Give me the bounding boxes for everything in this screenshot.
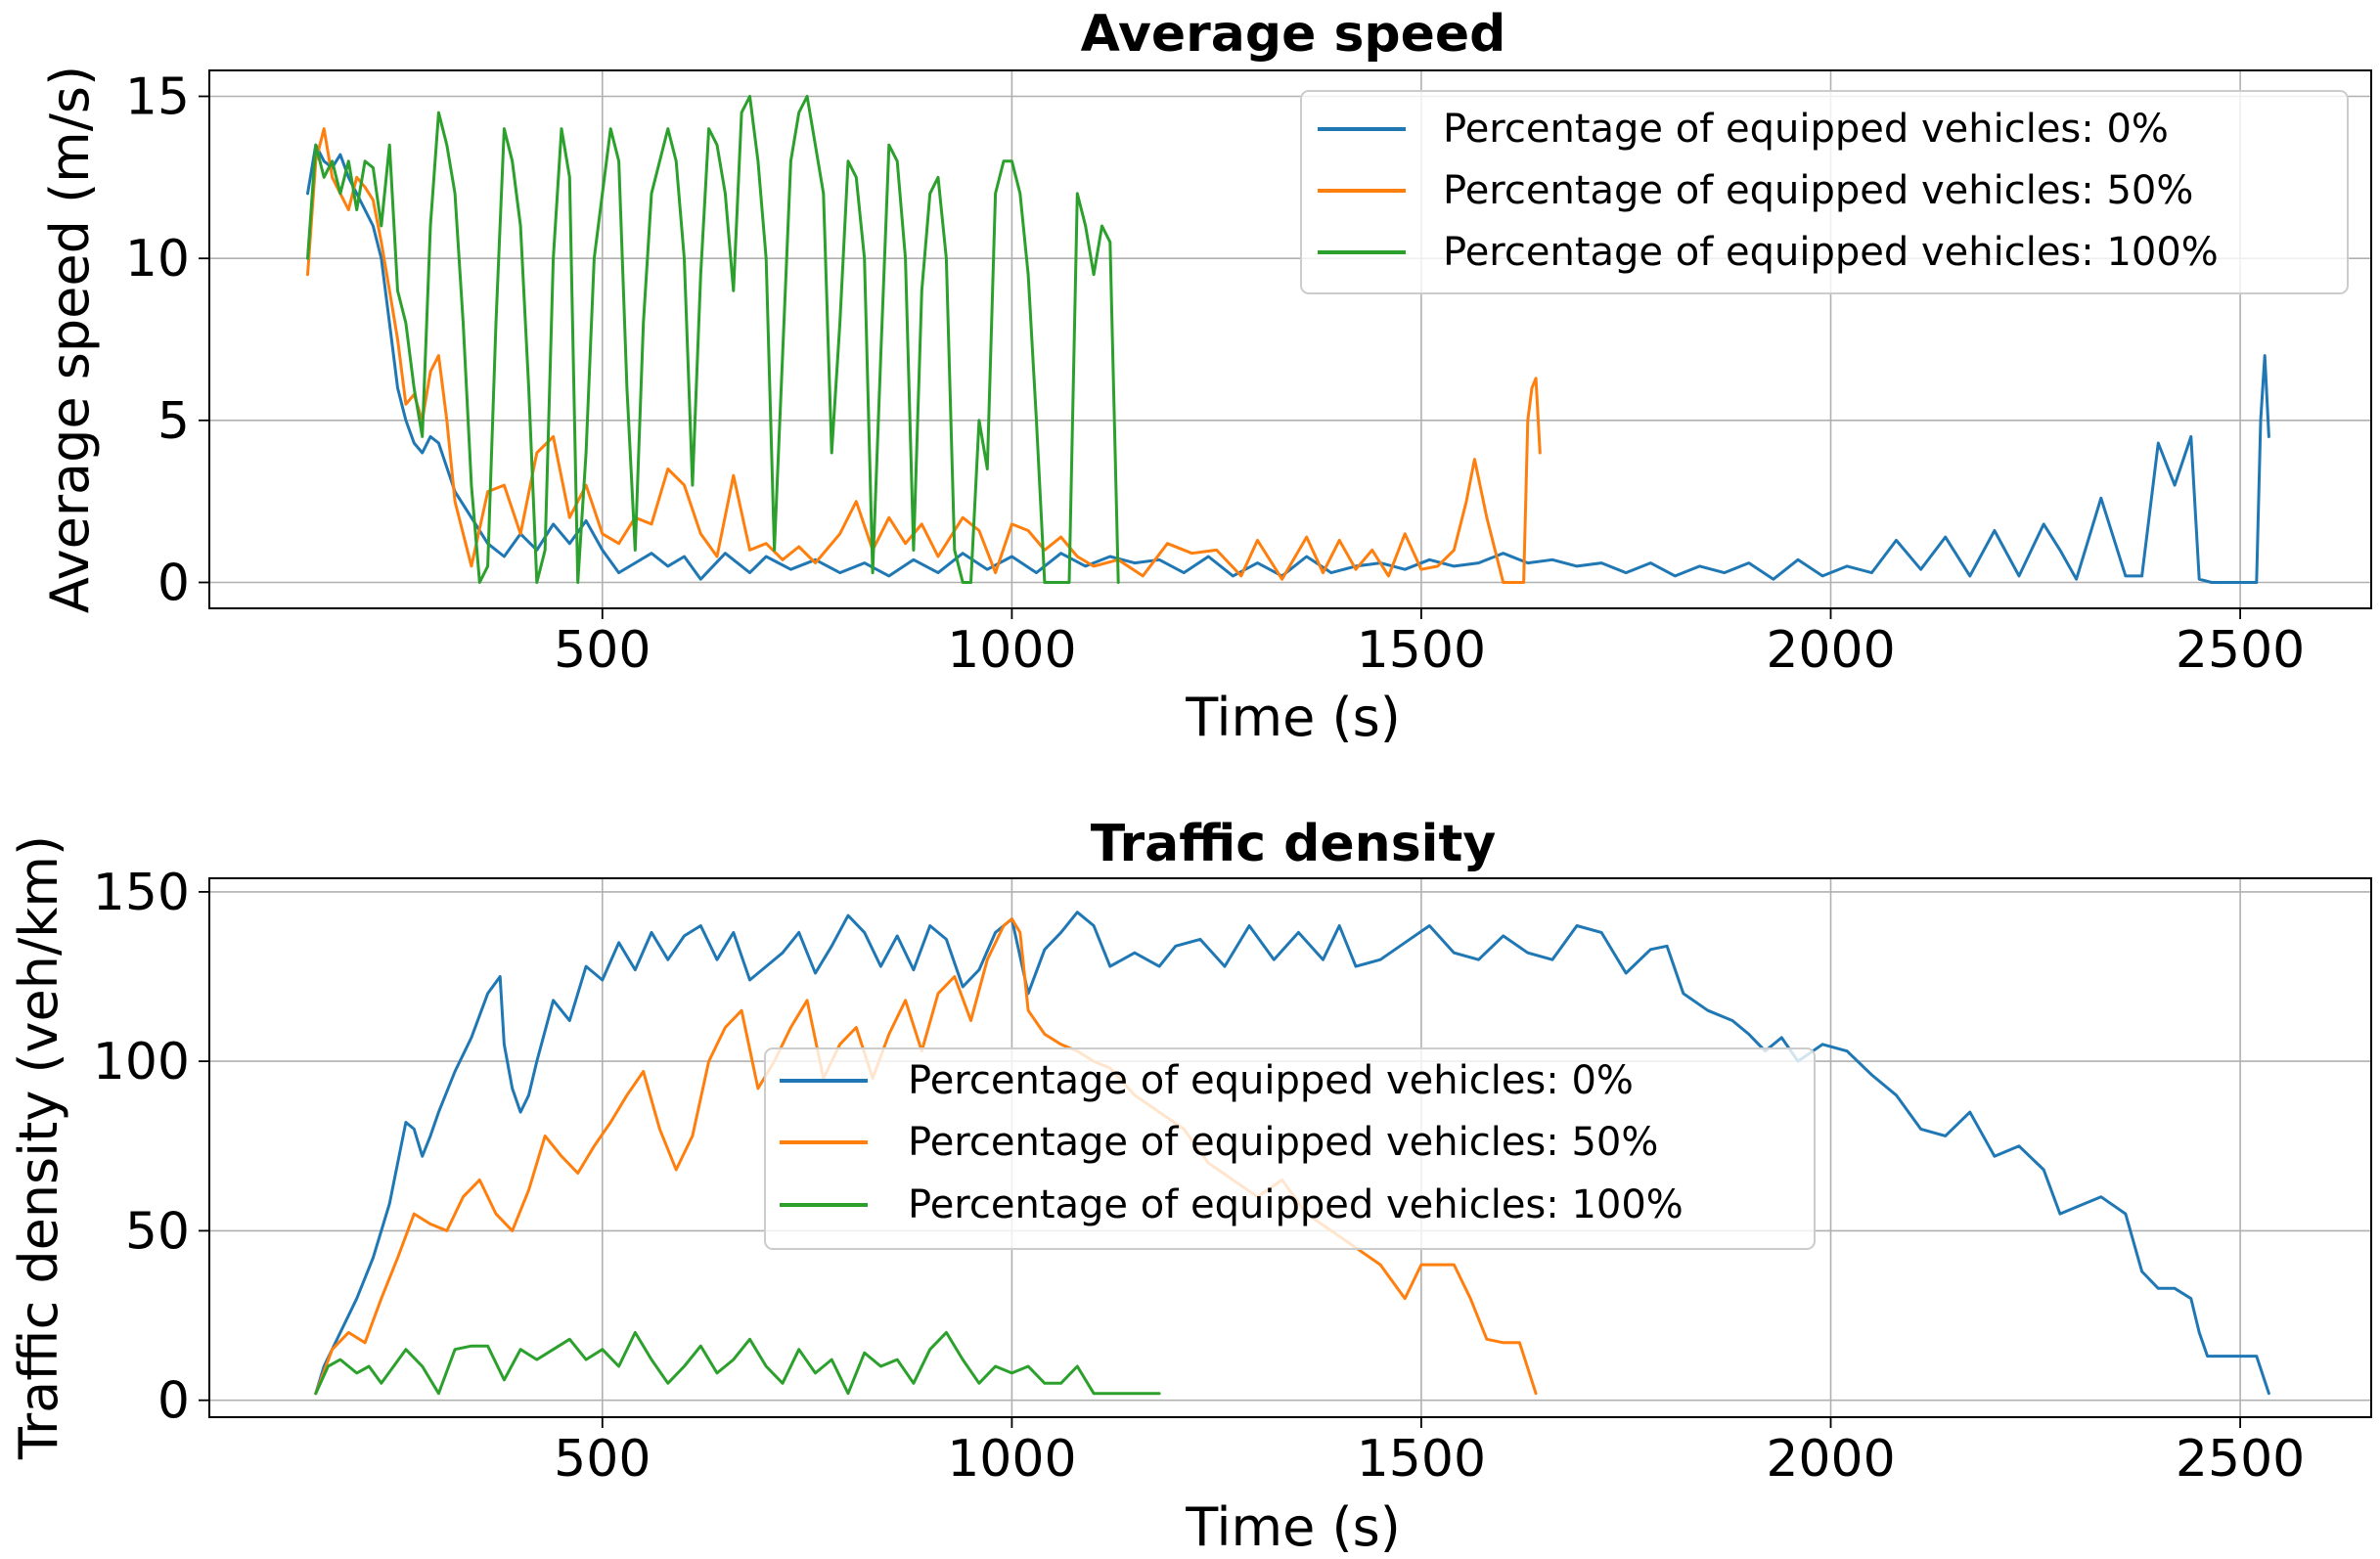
series-line-100pct <box>306 95 1120 584</box>
series-line-100pct <box>314 1330 1161 1396</box>
legend-entry-50pct: Percentage of equipped vehicles: 50% <box>1443 168 2193 213</box>
series-line-50pct <box>306 127 1542 584</box>
y-tick-label: 100 <box>93 1033 190 1091</box>
y-tick-label: 0 <box>157 1372 190 1431</box>
legend-frame <box>764 1047 1816 1250</box>
legend-entry-100pct: Percentage of equipped vehicles: 100% <box>908 1182 1684 1227</box>
average-speed-chart: Average speed 500 1000 1500 2000 2500051015 … <box>39 5 2372 748</box>
legend-frame <box>1300 90 2349 294</box>
x-tick-label: 500 <box>554 621 651 680</box>
x-tick-label: 1500 <box>1357 1430 1486 1489</box>
legend-entry-50pct: Percentage of equipped vehicles: 50% <box>908 1120 1658 1165</box>
series-lines <box>306 95 2270 584</box>
ticks: 500 1000 1500 2000 2500 0 50 100 150 <box>93 864 2306 1489</box>
x-tick-label: 2000 <box>1766 621 1895 680</box>
chart-title: Traffic density <box>1091 815 1496 873</box>
series-line-0pct <box>314 911 2270 1396</box>
legend: Percentage of equipped vehicles: 0% Perc… <box>1300 90 2349 294</box>
y-axis-label: Traffic density (veh/km) <box>8 835 69 1460</box>
legend: Percentage of equipped vehicles: 0% Perc… <box>764 1047 1816 1250</box>
x-tick-label: 1000 <box>947 621 1076 680</box>
legend-entry-0pct: Percentage of equipped vehicles: 0% <box>1443 107 2169 152</box>
traffic-density-chart: Traffic density 500 1000 1500 2000 2500 0 50 10… <box>8 815 2372 1558</box>
x-axis-label: Time (s) <box>1185 1496 1401 1558</box>
plot-frame <box>208 69 2372 609</box>
y-tick-label: 15 <box>125 68 190 127</box>
x-tick-label: 2500 <box>2176 1430 2305 1489</box>
y-axis-label: Average speed (m/s) <box>39 66 101 613</box>
x-tick-label: 2000 <box>1766 1430 1895 1489</box>
x-tick-label: 500 <box>554 1430 651 1489</box>
y-tick-label: 150 <box>93 864 190 922</box>
series-line-0pct <box>306 143 2270 584</box>
legend-entry-100pct: Percentage of equipped vehicles: 100% <box>1443 230 2219 275</box>
y-tick-label: 10 <box>125 230 190 289</box>
legend-entry-0pct: Percentage of equipped vehicles: 0% <box>908 1058 1634 1103</box>
y-tick-label: 0 <box>157 555 190 613</box>
x-tick-label: 1000 <box>947 1430 1076 1489</box>
y-tick-label: 5 <box>157 392 190 451</box>
x-axis-label: Time (s) <box>1185 687 1401 748</box>
chart-title: Average speed <box>1081 5 1506 64</box>
ticks: 500 1000 1500 2000 2500 0 5 10 15 <box>125 68 2305 681</box>
plot-frame <box>208 877 2372 1418</box>
x-tick-label: 1500 <box>1357 621 1486 680</box>
x-tick-label: 2500 <box>2176 621 2305 680</box>
y-tick-label: 50 <box>125 1202 190 1261</box>
